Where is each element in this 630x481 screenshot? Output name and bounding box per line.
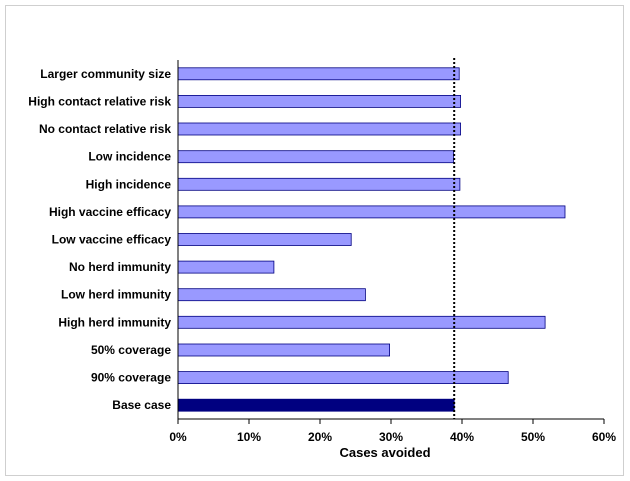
category-label: No contact relative risk: [39, 122, 171, 136]
category-label: Low incidence: [88, 150, 171, 164]
bar-chart: Larger community size High contact relati…: [28, 58, 616, 460]
bar-high-incidence: [177, 177, 461, 191]
bar-50-coverage: [177, 343, 391, 357]
bar-90-coverage: [177, 371, 509, 385]
category-label: 50% coverage: [91, 343, 171, 357]
x-tick-label: 60%: [592, 430, 616, 444]
category-label: No herd immunity: [69, 260, 171, 274]
category-label: 90% coverage: [91, 371, 171, 385]
x-tick-label: 0%: [169, 430, 187, 444]
x-tick-label: 10%: [237, 430, 261, 444]
bar-high-contact-relative-risk: [177, 95, 462, 108]
category-label: High vaccine efficacy: [49, 205, 171, 219]
bar-larger-community-size: [177, 67, 460, 81]
category-label: Larger community size: [40, 67, 171, 81]
category-label: Base case: [112, 398, 171, 412]
x-tick-label: 30%: [379, 430, 403, 444]
x-axis-ticks: 0% 10% 20% 30% 40% 50% 60%: [169, 419, 616, 444]
bar-no-herd-immunity: [177, 260, 275, 274]
category-label: Low vaccine efficacy: [52, 233, 172, 247]
bar-low-incidence: [177, 150, 454, 164]
category-labels: Larger community size High contact relati…: [28, 67, 171, 412]
bars-group: [177, 67, 566, 412]
x-axis-title: Cases avoided: [339, 445, 430, 460]
category-label: Low herd immunity: [61, 288, 171, 302]
bar-low-vaccine-efficacy: [177, 233, 352, 246]
category-label: High contact relative risk: [28, 94, 171, 108]
bar-high-herd-immunity: [177, 315, 546, 329]
category-label: High incidence: [86, 177, 172, 191]
bar-no-contact-relative-risk: [177, 122, 462, 136]
category-label: High herd immunity: [58, 315, 171, 329]
x-tick-label: 20%: [308, 430, 332, 444]
chart-frame: Larger community size High contact relati…: [5, 5, 624, 476]
bar-base-case: [177, 398, 455, 412]
x-tick-label: 40%: [450, 430, 474, 444]
bar-high-vaccine-efficacy: [177, 205, 566, 219]
x-tick-label: 50%: [521, 430, 545, 444]
bar-low-herd-immunity: [177, 288, 366, 302]
